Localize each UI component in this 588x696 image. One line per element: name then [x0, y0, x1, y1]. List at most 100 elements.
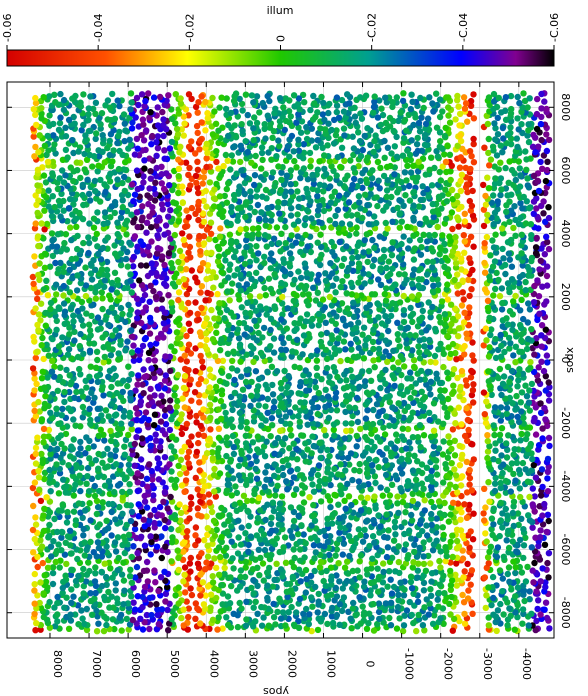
data-point — [177, 143, 184, 150]
data-point — [467, 233, 475, 240]
data-point — [314, 239, 321, 246]
data-point — [239, 386, 247, 393]
data-point — [48, 415, 55, 422]
data-point — [195, 431, 202, 438]
data-point — [102, 407, 110, 414]
data-point — [242, 378, 250, 386]
data-point — [356, 558, 363, 565]
data-point — [462, 377, 470, 384]
data-point — [103, 573, 110, 581]
data-point — [340, 255, 348, 263]
data-point — [460, 574, 467, 581]
data-point — [226, 600, 234, 607]
data-point — [315, 598, 322, 605]
data-point — [242, 530, 249, 537]
data-point — [175, 156, 182, 163]
data-point — [386, 568, 393, 575]
data-point — [373, 219, 380, 227]
data-point — [92, 289, 99, 296]
data-point — [156, 520, 163, 527]
data-point — [185, 171, 192, 179]
data-point — [82, 507, 89, 514]
data-point — [30, 502, 37, 510]
data-point — [40, 425, 48, 433]
data-point — [348, 279, 355, 287]
data-point — [34, 233, 42, 240]
data-point — [258, 603, 265, 611]
data-point — [37, 604, 45, 612]
data-point — [31, 600, 38, 607]
data-point — [343, 577, 351, 585]
data-point — [314, 626, 322, 634]
data-point — [196, 232, 203, 240]
data-point — [73, 287, 81, 294]
data-point — [203, 249, 210, 257]
data-point — [127, 389, 134, 397]
data-point — [215, 512, 222, 519]
data-point — [300, 531, 307, 538]
data-point — [321, 610, 329, 618]
data-point — [168, 299, 175, 306]
data-point — [174, 397, 181, 405]
data-point — [161, 568, 168, 575]
data-point — [290, 546, 297, 553]
data-point — [298, 432, 305, 439]
data-point — [417, 265, 424, 272]
data-point — [94, 209, 101, 216]
data-point — [399, 498, 407, 506]
data-point — [229, 280, 236, 287]
data-point — [65, 625, 73, 632]
data-point — [40, 512, 47, 519]
data-point — [135, 372, 142, 379]
data-point — [270, 600, 277, 608]
data-point — [92, 457, 100, 464]
data-point — [60, 292, 67, 299]
data-point — [224, 288, 231, 295]
data-point — [106, 604, 113, 611]
data-point — [101, 560, 108, 567]
data-point — [376, 615, 383, 623]
data-point — [354, 211, 361, 218]
data-point — [187, 568, 194, 575]
data-point — [400, 318, 408, 326]
data-point — [43, 220, 51, 228]
data-point — [260, 324, 268, 332]
data-point — [394, 319, 401, 326]
data-point — [140, 516, 147, 523]
data-point — [470, 243, 477, 250]
data-point — [236, 319, 243, 327]
data-point — [247, 472, 254, 479]
data-point — [52, 99, 59, 106]
data-point — [327, 260, 334, 267]
data-point — [128, 553, 135, 561]
data-point — [359, 331, 366, 338]
data-point — [31, 610, 38, 618]
data-point — [426, 336, 433, 344]
data-point — [146, 298, 153, 305]
data-point — [425, 299, 432, 306]
data-point — [350, 599, 357, 607]
data-point — [116, 147, 123, 155]
data-point — [62, 146, 70, 154]
data-point — [450, 499, 457, 506]
data-point — [357, 494, 365, 501]
data-point — [204, 525, 211, 532]
data-point — [317, 454, 324, 462]
data-point — [146, 394, 154, 401]
data-point — [250, 604, 257, 611]
data-point — [224, 248, 232, 255]
data-point — [337, 482, 344, 489]
data-point — [343, 290, 350, 297]
data-point — [114, 176, 121, 183]
data-point — [409, 310, 417, 317]
data-point — [324, 515, 331, 522]
data-point — [387, 576, 394, 583]
data-point — [136, 356, 143, 364]
data-point — [55, 304, 62, 311]
data-point — [173, 270, 180, 277]
data-point — [60, 578, 67, 586]
data-point — [408, 611, 415, 619]
data-point — [30, 106, 37, 113]
data-point — [120, 533, 128, 540]
